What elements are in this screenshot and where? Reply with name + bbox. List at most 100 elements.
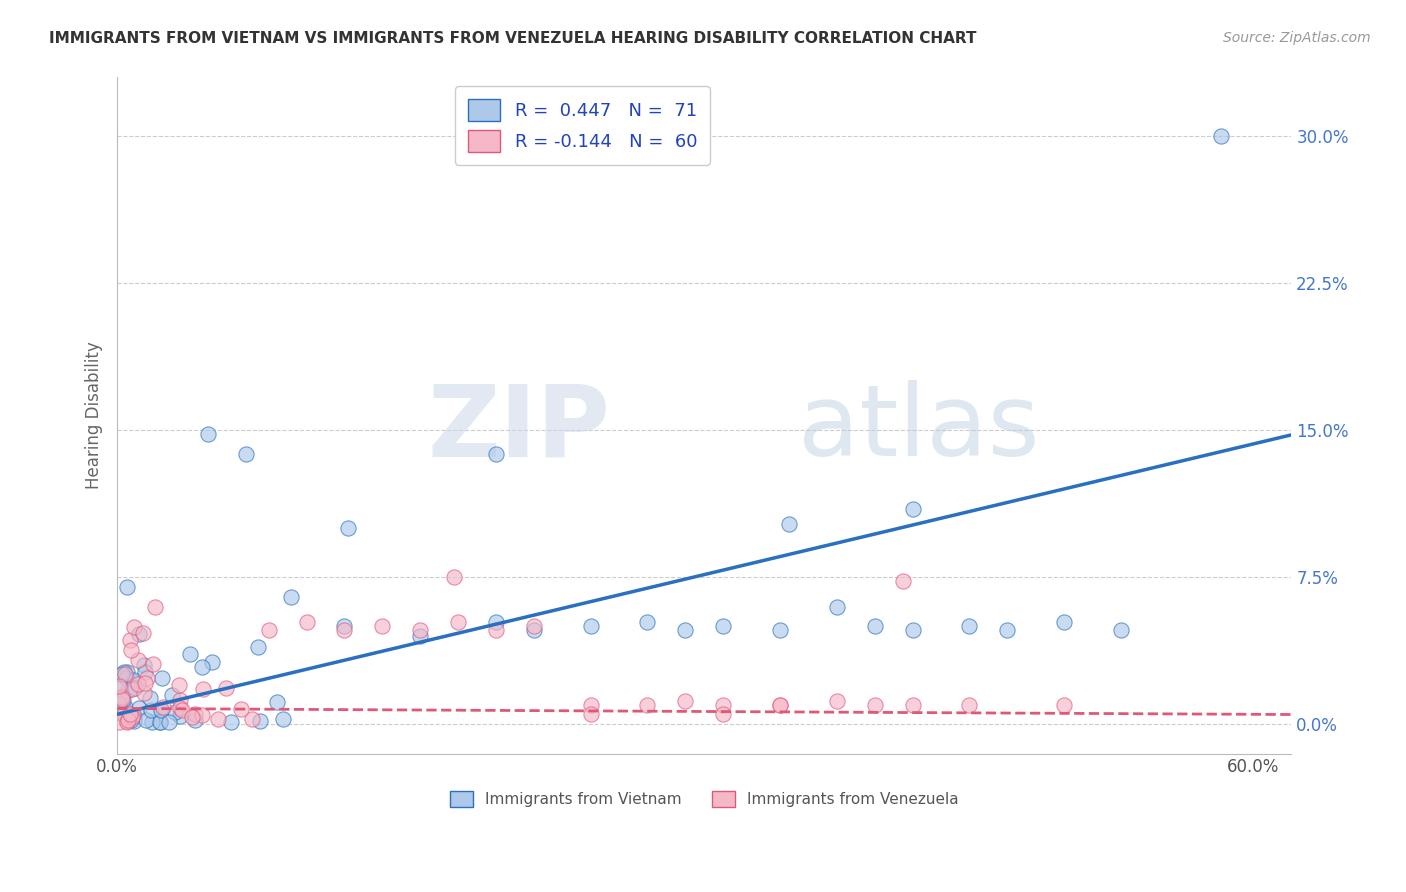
Point [863, 698, 886, 712]
Point [114, 666, 136, 681]
Point [141, 715, 163, 730]
Point [409, 629, 432, 643]
Point [108, 715, 131, 730]
Point [579, 619, 602, 633]
Point [108, 706, 131, 720]
Point [152, 699, 174, 714]
Point [169, 701, 191, 715]
Point [122, 673, 145, 688]
Point [246, 640, 269, 654]
Point [409, 623, 432, 637]
Point [167, 678, 190, 692]
Point [115, 715, 138, 730]
Point [711, 707, 734, 722]
Point [111, 691, 134, 706]
Point [120, 643, 142, 657]
Point [957, 698, 980, 712]
Point [115, 714, 138, 728]
Point [636, 615, 658, 630]
Point [240, 712, 263, 726]
Point [257, 623, 280, 637]
Point [108, 698, 131, 712]
Point [149, 714, 172, 729]
Point [150, 703, 173, 717]
Point [135, 713, 157, 727]
Point [169, 709, 191, 723]
Point [120, 713, 142, 727]
Point [371, 619, 394, 633]
Point [160, 688, 183, 702]
Point [112, 665, 135, 679]
Point [523, 619, 546, 633]
Point [108, 704, 131, 718]
Point [1053, 698, 1076, 712]
Point [115, 580, 138, 594]
Point [231, 702, 253, 716]
Point [149, 701, 172, 715]
Point [901, 501, 924, 516]
Point [111, 666, 134, 681]
Point [191, 660, 214, 674]
Point [636, 698, 658, 712]
Point [1211, 129, 1233, 144]
Text: IMMIGRANTS FROM VIETNAM VS IMMIGRANTS FROM VENEZUELA HEARING DISABILITY CORRELAT: IMMIGRANTS FROM VIETNAM VS IMMIGRANTS FR… [49, 31, 977, 46]
Point [115, 671, 138, 685]
Point [132, 626, 155, 640]
Point [1109, 623, 1132, 637]
Point [769, 698, 792, 712]
Point [124, 681, 146, 696]
Point [673, 623, 696, 637]
Point [121, 710, 143, 724]
Point [191, 681, 214, 696]
Point [141, 703, 163, 717]
Point [143, 599, 166, 614]
Text: atlas: atlas [799, 381, 1040, 477]
Point [825, 599, 848, 614]
Point [280, 590, 302, 604]
Point [957, 619, 980, 633]
Point [863, 619, 886, 633]
Point [115, 665, 138, 679]
Point [124, 673, 146, 687]
Point [673, 693, 696, 707]
Point [114, 703, 136, 717]
Point [579, 698, 602, 712]
Point [165, 706, 187, 720]
Point [117, 682, 139, 697]
Point [184, 713, 207, 727]
Point [337, 521, 360, 535]
Point [485, 447, 508, 461]
Point [110, 681, 132, 696]
Point [135, 671, 157, 685]
Point [134, 665, 156, 680]
Point [124, 620, 146, 634]
Point [117, 714, 139, 729]
Point [149, 715, 172, 730]
Point [711, 698, 734, 712]
Point [901, 623, 924, 637]
Point [201, 655, 224, 669]
Point [110, 690, 132, 704]
Point [169, 693, 191, 707]
Point [121, 708, 143, 723]
Point [443, 570, 465, 584]
Point [180, 710, 202, 724]
Point [128, 627, 150, 641]
Point [190, 707, 212, 722]
Point [219, 715, 242, 730]
Point [120, 632, 142, 647]
Point [108, 679, 131, 693]
Point [127, 653, 149, 667]
Point [769, 623, 792, 637]
Point [825, 693, 848, 707]
Point [157, 715, 180, 730]
Text: ZIP: ZIP [427, 381, 610, 477]
Point [266, 695, 288, 709]
Point [118, 706, 141, 721]
Point [523, 623, 546, 637]
Y-axis label: Hearing Disability: Hearing Disability [86, 342, 103, 490]
Point [121, 681, 143, 696]
Point [108, 690, 131, 704]
Point [1053, 615, 1076, 630]
Point [447, 615, 470, 630]
